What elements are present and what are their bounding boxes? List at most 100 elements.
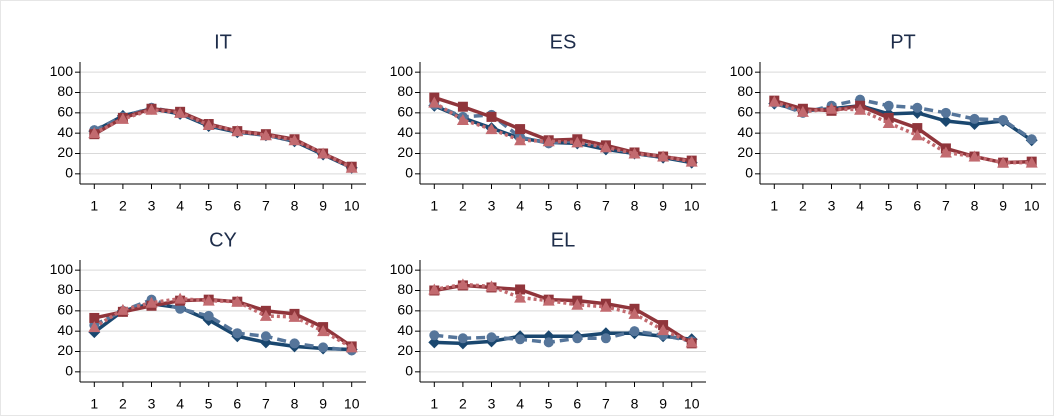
marker: [657, 150, 670, 162]
y-tick-label: 100: [390, 261, 414, 277]
x-tick-label: 1: [770, 198, 778, 214]
y-tick-label: 40: [397, 322, 413, 338]
marker: [997, 156, 1010, 168]
marker: [514, 134, 527, 146]
x-tick-label: 2: [119, 396, 127, 412]
y-tick-label: 60: [57, 302, 73, 318]
marker: [457, 101, 468, 112]
x-tick-label: 7: [602, 198, 610, 214]
marker: [485, 123, 498, 135]
x-tick-label: 2: [459, 198, 467, 214]
y-tick-label: 0: [405, 363, 413, 379]
marker: [939, 146, 952, 158]
series-line: [93, 296, 353, 349]
x-tick-label: 9: [659, 396, 667, 412]
marker: [514, 291, 527, 303]
y-tick-label: 80: [57, 281, 73, 297]
marker: [345, 341, 358, 353]
marker: [629, 326, 640, 337]
y-tick-label: 60: [397, 302, 413, 318]
series-line: [93, 108, 353, 170]
y-tick-label: 20: [397, 342, 413, 358]
x-tick-label: 6: [233, 396, 241, 412]
x-tick-label: 7: [262, 396, 270, 412]
marker: [486, 111, 497, 122]
y-tick-label: 100: [390, 63, 414, 79]
x-tick-label: 9: [999, 198, 1007, 214]
y-tick-label: 60: [737, 104, 753, 120]
marker: [145, 103, 158, 115]
marker: [203, 310, 214, 321]
marker: [260, 331, 271, 342]
marker: [231, 295, 244, 307]
x-tick-label: 6: [573, 396, 581, 412]
x-tick-label: 2: [459, 396, 467, 412]
marker: [456, 278, 469, 290]
marker: [657, 324, 670, 336]
marker: [912, 102, 923, 113]
marker: [1025, 156, 1038, 168]
marker: [486, 332, 497, 343]
y-tick-label: 20: [57, 342, 73, 358]
panel-title: EL: [551, 229, 575, 251]
x-tick-label: 9: [319, 396, 327, 412]
x-tick-label: 5: [885, 198, 893, 214]
marker: [428, 96, 441, 108]
marker: [231, 125, 244, 137]
marker: [345, 161, 358, 173]
marker: [542, 294, 555, 306]
y-tick-label: 0: [65, 165, 73, 181]
marker: [543, 337, 554, 348]
marker: [174, 106, 187, 118]
x-tick-label: 9: [319, 198, 327, 214]
marker: [175, 303, 186, 314]
marker: [88, 321, 101, 333]
marker: [542, 135, 555, 147]
marker: [174, 292, 187, 304]
marker: [232, 328, 243, 339]
y-tick-label: 80: [397, 281, 413, 297]
marker: [599, 141, 612, 153]
marker: [854, 103, 867, 115]
marker: [289, 338, 300, 349]
panel-title: PT: [890, 31, 916, 53]
x-tick-label: 6: [573, 198, 581, 214]
series-line: [433, 282, 693, 344]
marker: [457, 333, 468, 344]
x-tick-label: 10: [684, 396, 700, 412]
marker: [318, 342, 329, 353]
x-tick-label: 7: [602, 396, 610, 412]
marker: [288, 134, 301, 146]
x-tick-label: 6: [913, 198, 921, 214]
x-tick-label: 4: [856, 198, 864, 214]
x-tick-label: 8: [291, 198, 299, 214]
y-tick-label: 80: [397, 83, 413, 99]
x-tick-label: 4: [516, 198, 524, 214]
x-tick-label: 8: [631, 396, 639, 412]
x-tick-label: 3: [488, 396, 496, 412]
marker: [572, 333, 583, 344]
y-tick-label: 0: [745, 165, 753, 181]
x-tick-label: 3: [828, 198, 836, 214]
marker: [116, 112, 129, 124]
marker: [600, 333, 611, 344]
series-line: [433, 101, 693, 164]
x-tick-label: 1: [430, 396, 438, 412]
marker: [685, 336, 698, 348]
x-tick-label: 9: [659, 198, 667, 214]
marker: [998, 114, 1009, 125]
marker: [515, 284, 526, 295]
x-tick-label: 7: [262, 198, 270, 214]
marker: [685, 155, 698, 167]
x-tick-label: 10: [344, 198, 360, 214]
x-tick-label: 6: [233, 198, 241, 214]
x-tick-label: 3: [488, 198, 496, 214]
y-tick-label: 20: [57, 144, 73, 160]
marker: [515, 334, 526, 345]
marker: [259, 129, 272, 141]
marker: [515, 124, 526, 135]
y-tick-label: 40: [57, 322, 73, 338]
series-line: [434, 329, 693, 345]
